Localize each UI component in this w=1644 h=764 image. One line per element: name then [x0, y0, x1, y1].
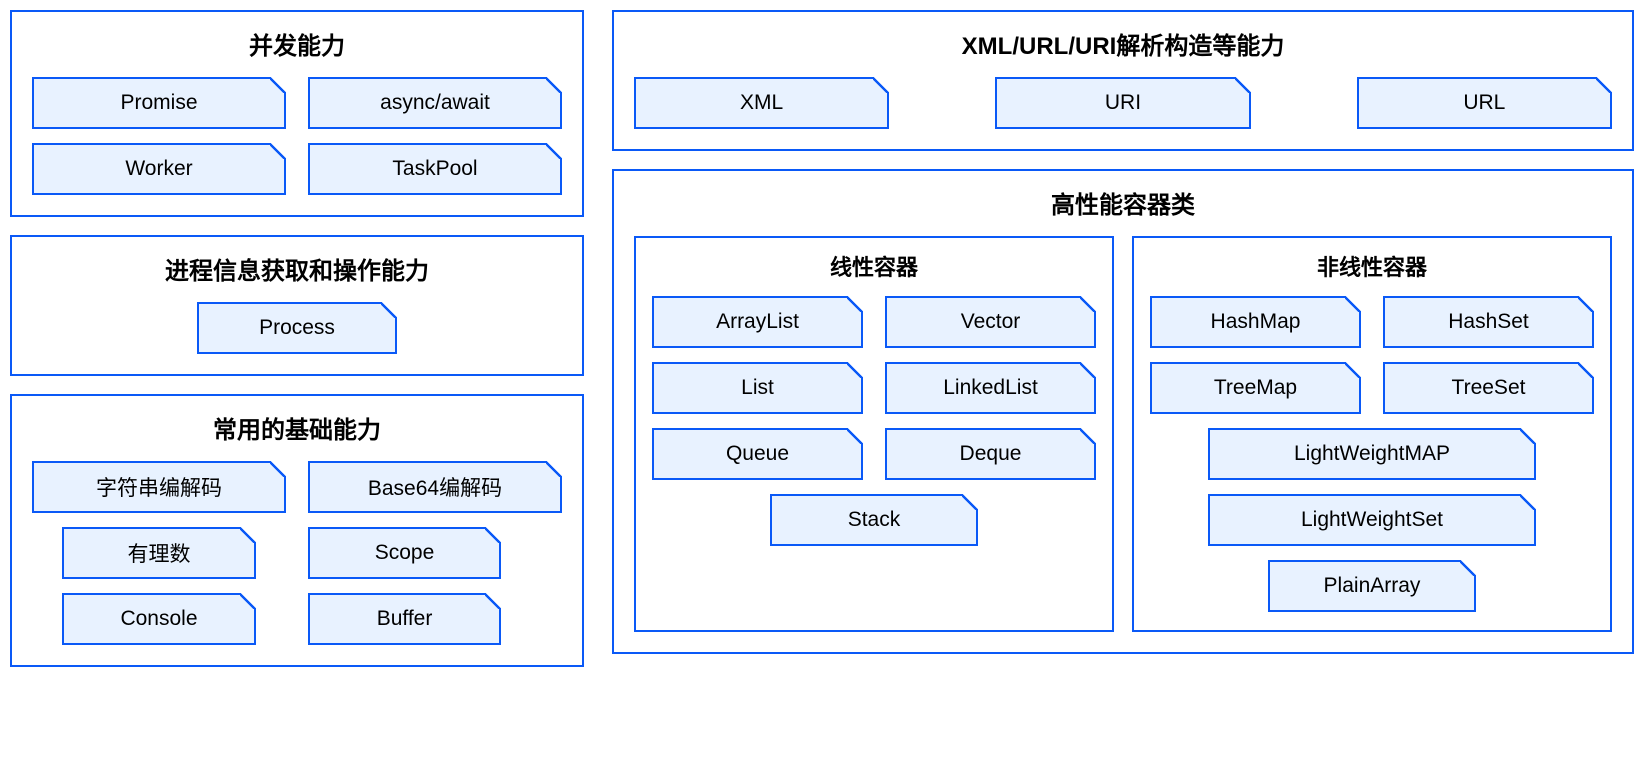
chip-worker: Worker — [32, 143, 286, 195]
panel-title-process: 进程信息获取和操作能力 — [32, 251, 562, 286]
chip-deque: Deque — [885, 428, 1096, 480]
chip-stack: Stack — [770, 494, 979, 546]
diagram-root: 并发能力 Promise async/await Worker TaskPool… — [10, 10, 1634, 667]
chip-taskpool: TaskPool — [308, 143, 562, 195]
chip-grid-xml: XML URI URL — [634, 77, 1612, 129]
chip-plainarray: PlainArray — [1268, 560, 1477, 612]
chip-rational: 有理数 — [62, 527, 255, 579]
chip-grid-linear: ArrayList Vector List LinkedList Queue D… — [652, 296, 1096, 480]
chip-buffer: Buffer — [308, 593, 501, 645]
chip-grid-concurrency: Promise async/await Worker TaskPool — [32, 77, 562, 195]
chip-string-codec: 字符串编解码 — [32, 461, 286, 513]
chip-row-stack: Stack — [652, 494, 1096, 546]
subpanel-linear: 线性容器 ArrayList Vector List LinkedList Qu… — [634, 236, 1114, 632]
chip-list: List — [652, 362, 863, 414]
chip-url: URL — [1357, 77, 1612, 129]
chip-hashmap: HashMap — [1150, 296, 1361, 348]
chip-row-process: Process — [32, 302, 562, 354]
subpanel-title-linear: 线性容器 — [652, 250, 1096, 282]
chip-uri: URI — [995, 77, 1250, 129]
panel-process: 进程信息获取和操作能力 Process — [10, 235, 584, 376]
chip-treemap: TreeMap — [1150, 362, 1361, 414]
right-column: XML/URL/URI解析构造等能力 XML URI URL 高性能容器类 线性… — [612, 10, 1634, 667]
panel-xml: XML/URL/URI解析构造等能力 XML URI URL — [612, 10, 1634, 151]
chip-grid-nonlinear: HashMap HashSet TreeMap TreeSet — [1150, 296, 1594, 414]
chip-async-await: async/await — [308, 77, 562, 129]
panel-basics: 常用的基础能力 字符串编解码 Base64编解码 有理数 Scope Conso… — [10, 394, 584, 667]
panel-title-basics: 常用的基础能力 — [32, 410, 562, 445]
panel-title-xml: XML/URL/URI解析构造等能力 — [634, 26, 1612, 61]
chip-scope: Scope — [308, 527, 501, 579]
left-column: 并发能力 Promise async/await Worker TaskPool… — [10, 10, 584, 667]
chip-lightweightmap: LightWeightMAP — [1208, 428, 1537, 480]
chip-col-nonlinear-wide: LightWeightMAP LightWeightSet PlainArray — [1150, 428, 1594, 612]
chip-console: Console — [62, 593, 255, 645]
chip-linkedlist: LinkedList — [885, 362, 1096, 414]
panel-concurrency: 并发能力 Promise async/await Worker TaskPool — [10, 10, 584, 217]
chip-promise: Promise — [32, 77, 286, 129]
chip-vector: Vector — [885, 296, 1096, 348]
chip-queue: Queue — [652, 428, 863, 480]
panel-title-containers: 高性能容器类 — [634, 185, 1612, 220]
chip-treeset: TreeSet — [1383, 362, 1594, 414]
panel-title-concurrency: 并发能力 — [32, 26, 562, 61]
chip-arraylist: ArrayList — [652, 296, 863, 348]
chip-lightweightset: LightWeightSet — [1208, 494, 1537, 546]
sub-panels-containers: 线性容器 ArrayList Vector List LinkedList Qu… — [634, 236, 1612, 632]
subpanel-nonlinear: 非线性容器 HashMap HashSet TreeMap TreeSet Li… — [1132, 236, 1612, 632]
chip-xml: XML — [634, 77, 889, 129]
chip-process: Process — [197, 302, 397, 354]
panel-containers: 高性能容器类 线性容器 ArrayList Vector List Linked… — [612, 169, 1634, 654]
chip-hashset: HashSet — [1383, 296, 1594, 348]
chip-grid-basics: 字符串编解码 Base64编解码 有理数 Scope Console Buffe… — [32, 461, 562, 645]
chip-base64: Base64编解码 — [308, 461, 562, 513]
subpanel-title-nonlinear: 非线性容器 — [1150, 250, 1594, 282]
